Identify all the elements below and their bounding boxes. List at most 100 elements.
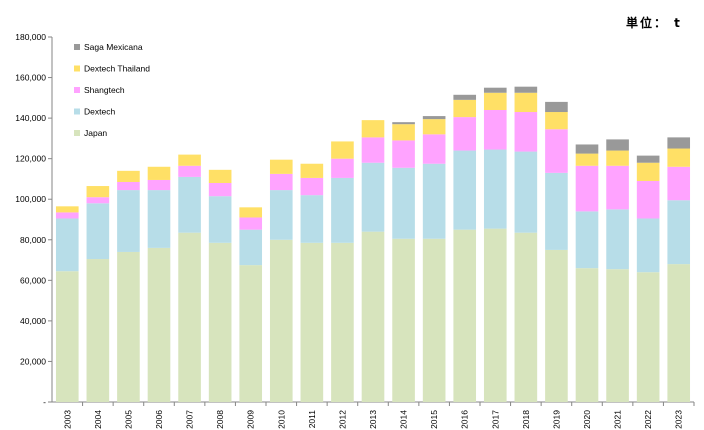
bar-dextech-2003 xyxy=(55,218,79,272)
bar-saga-mexicana-2021 xyxy=(606,139,629,151)
bar-dextech-2014 xyxy=(392,167,415,239)
bar-dextech-2020 xyxy=(575,211,599,269)
x-tick-label: 2008 xyxy=(215,410,225,429)
bar-dextech-2011 xyxy=(300,195,324,243)
bar-dextech-thailand-2009 xyxy=(239,207,263,218)
bar-saga-mexicana-2017 xyxy=(483,87,507,93)
legend-label: Shangtech xyxy=(84,85,125,95)
x-tick-label: 2017 xyxy=(490,410,500,429)
legend-label: Japan xyxy=(84,128,107,138)
bar-shangtech-2005 xyxy=(117,181,140,191)
y-tick-label: 40,000 xyxy=(20,316,46,326)
x-tick-label: 2006 xyxy=(154,410,164,429)
bar-japan-2020 xyxy=(575,268,599,402)
bar-japan-2008 xyxy=(208,242,232,402)
bar-japan-2014 xyxy=(392,238,415,402)
bar-dextech-2018 xyxy=(514,151,538,233)
bar-japan-2016 xyxy=(453,229,477,402)
bar-dextech-2008 xyxy=(208,196,232,243)
bar-saga-mexicana-2018 xyxy=(514,86,538,93)
y-tick-label: 160,000 xyxy=(15,73,46,83)
bar-shangtech-2013 xyxy=(361,137,385,163)
bar-saga-mexicana-2019 xyxy=(545,101,568,113)
bar-dextech-thailand-2015 xyxy=(422,119,446,135)
y-tick-label: 80,000 xyxy=(20,235,46,245)
bar-saga-mexicana-2015 xyxy=(422,116,446,120)
bar-shangtech-2023 xyxy=(667,166,691,201)
bar-dextech-thailand-2006 xyxy=(147,166,171,180)
bar-japan-2009 xyxy=(239,265,263,402)
x-tick-label: 2021 xyxy=(613,410,623,429)
bar-shangtech-2022 xyxy=(636,180,660,219)
bar-saga-mexicana-2020 xyxy=(575,144,599,154)
bar-japan-2012 xyxy=(331,242,354,402)
bar-japan-2005 xyxy=(117,251,140,402)
bar-dextech-2021 xyxy=(606,209,629,270)
bar-saga-mexicana-2014 xyxy=(392,122,415,125)
bar-shangtech-2004 xyxy=(86,197,110,204)
bar-dextech-2006 xyxy=(147,190,171,248)
bar-shangtech-2020 xyxy=(575,165,599,212)
bar-dextech-thailand-2008 xyxy=(208,169,232,183)
x-tick-label: 2013 xyxy=(368,410,378,429)
bar-japan-2007 xyxy=(178,232,201,402)
bar-dextech-2012 xyxy=(331,177,354,243)
x-tick-label: 2010 xyxy=(276,410,286,429)
x-tick-label: 2007 xyxy=(185,410,195,429)
bar-shangtech-2017 xyxy=(483,110,507,150)
bar-dextech-2019 xyxy=(545,172,568,250)
x-tick-label: 2020 xyxy=(582,410,592,429)
bar-dextech-thailand-2010 xyxy=(269,159,293,174)
bar-dextech-2007 xyxy=(178,176,201,233)
x-tick-label: 2009 xyxy=(246,410,256,429)
legend-swatch xyxy=(74,44,80,50)
legend-swatch xyxy=(74,87,80,93)
bar-dextech-2016 xyxy=(453,150,477,230)
bar-dextech-thailand-2012 xyxy=(331,141,354,159)
bar-saga-mexicana-2023 xyxy=(667,137,691,149)
y-tick-label: 140,000 xyxy=(15,113,46,123)
bar-dextech-2013 xyxy=(361,162,385,232)
bar-dextech-thailand-2005 xyxy=(117,170,140,182)
bar-japan-2004 xyxy=(86,259,110,402)
y-tick-label: 180,000 xyxy=(15,32,46,42)
legend-label: Dextech xyxy=(84,107,115,117)
bar-japan-2003 xyxy=(55,271,79,402)
bar-dextech-thailand-2004 xyxy=(86,186,110,198)
y-tick-label: 60,000 xyxy=(20,275,46,285)
bar-japan-2023 xyxy=(667,264,691,402)
bar-dextech-2004 xyxy=(86,203,110,260)
bar-shangtech-2014 xyxy=(392,140,415,168)
bar-shangtech-2012 xyxy=(331,158,354,178)
bar-japan-2011 xyxy=(300,242,324,402)
bar-dextech-2015 xyxy=(422,163,446,239)
x-tick-label: 2015 xyxy=(429,410,439,429)
bar-shangtech-2006 xyxy=(147,179,171,191)
bar-dextech-2022 xyxy=(636,218,660,273)
legend-label: Saga Mexicana xyxy=(84,42,143,52)
x-tick-label: 2003 xyxy=(62,410,72,429)
bar-dextech-thailand-2007 xyxy=(178,154,201,166)
bar-dextech-thailand-2013 xyxy=(361,120,385,138)
legend-label: Dextech Thailand xyxy=(84,64,150,74)
x-tick-label: 2022 xyxy=(643,410,653,429)
bar-shangtech-2019 xyxy=(545,129,568,173)
y-tick-label: - xyxy=(43,397,46,407)
legend-swatch xyxy=(74,65,80,72)
bar-dextech-2010 xyxy=(269,190,293,240)
bar-japan-2022 xyxy=(636,272,660,402)
bar-japan-2013 xyxy=(361,231,385,402)
bar-shangtech-2015 xyxy=(422,134,446,164)
y-tick-label: 120,000 xyxy=(15,154,46,164)
bar-dextech-2005 xyxy=(117,190,140,252)
bar-japan-2006 xyxy=(147,247,171,402)
bar-japan-2021 xyxy=(606,269,629,402)
bar-shangtech-2021 xyxy=(606,165,629,210)
legend-swatch xyxy=(74,108,80,115)
bar-dextech-thailand-2019 xyxy=(545,112,568,130)
bar-saga-mexicana-2016 xyxy=(453,94,477,100)
bar-shangtech-2007 xyxy=(178,165,201,177)
bar-dextech-thailand-2023 xyxy=(667,148,691,167)
bar-shangtech-2009 xyxy=(239,217,263,230)
